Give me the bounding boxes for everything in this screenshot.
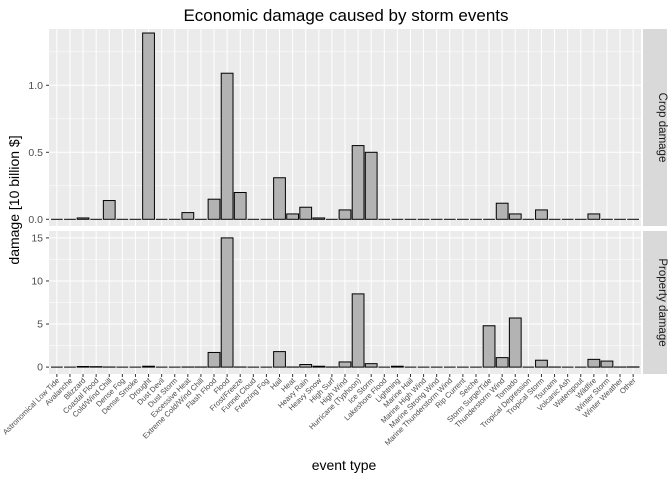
facet-panels: 0.0 0.5 1.0 Crop damage 0 5 10 15 Property damag…	[28, 29, 668, 374]
y-axis-title: damage [10 billion $]	[6, 135, 22, 264]
bar-drought	[142, 365, 155, 368]
bar-flash-flood	[207, 351, 221, 368]
bar-hail	[273, 351, 286, 368]
y-tick-label: 5	[37, 319, 43, 331]
bar-blizzard	[76, 366, 90, 368]
bar-flood	[220, 237, 234, 368]
bar-tornado	[508, 317, 522, 368]
bar-frost-freeze	[233, 191, 247, 220]
y-tick-label: 1.0	[28, 80, 43, 92]
bar-ice-storm	[364, 151, 378, 220]
bar-high-wind	[338, 361, 352, 368]
bar-excessive-heat	[181, 212, 195, 220]
panel-0: 0.0 0.5 1.0 Crop damage	[28, 29, 668, 226]
bar-hurricane-typhoon-	[351, 293, 365, 368]
facet-strip-label: Property damage	[656, 258, 668, 346]
facet-strip	[643, 231, 667, 374]
bar-wildfire	[587, 358, 601, 368]
bar-blizzard	[76, 217, 90, 220]
bar-thunderstorm-wind	[495, 202, 509, 220]
panel-1: 0 5 10 15 Property damage	[31, 231, 668, 374]
bar-flood	[220, 72, 234, 220]
facet-strip-label: Crop damage	[656, 93, 668, 163]
bar-ice-storm	[364, 363, 378, 368]
bar-wildfire	[587, 213, 601, 220]
y-tick-label: 10	[31, 275, 43, 287]
bar-drought	[142, 32, 155, 220]
facet-strip	[643, 29, 667, 226]
bar-tornado	[508, 213, 522, 220]
bar-thunderstorm-wind	[495, 357, 509, 368]
y-tick-label: 0.0	[28, 214, 43, 226]
bar-heavy-rain	[299, 206, 313, 220]
bar-lightning	[390, 365, 404, 368]
bar-heavy-snow	[312, 217, 326, 220]
bar-tropical-storm	[535, 209, 548, 220]
y-tick-label: 0	[37, 362, 43, 374]
y-tick-label: 0.5	[28, 147, 43, 159]
y-tick-label: 15	[31, 232, 43, 244]
x-axis-title: event type	[312, 457, 377, 473]
bar-tropical-storm	[535, 359, 548, 368]
bar-winter-storm	[600, 360, 614, 368]
x-axis-ticks: Astronomical Low TideAvalancheBlizzardCo…	[1, 374, 638, 447]
bar-heat	[286, 213, 300, 220]
bar-heavy-snow	[312, 365, 326, 368]
bar-hail	[273, 177, 286, 220]
bar-hurricane-typhoon-	[351, 145, 365, 220]
bar-heavy-rain	[299, 364, 313, 368]
bar-high-wind	[338, 209, 352, 220]
chart-title: Economic damage caused by storm events	[183, 6, 508, 25]
bar-storm-surge-tide	[482, 325, 496, 368]
x-tick-label: Astronomical Low Tide	[1, 376, 61, 436]
bar-cold-wind-chill	[102, 200, 116, 220]
bar-flash-flood	[207, 198, 221, 220]
